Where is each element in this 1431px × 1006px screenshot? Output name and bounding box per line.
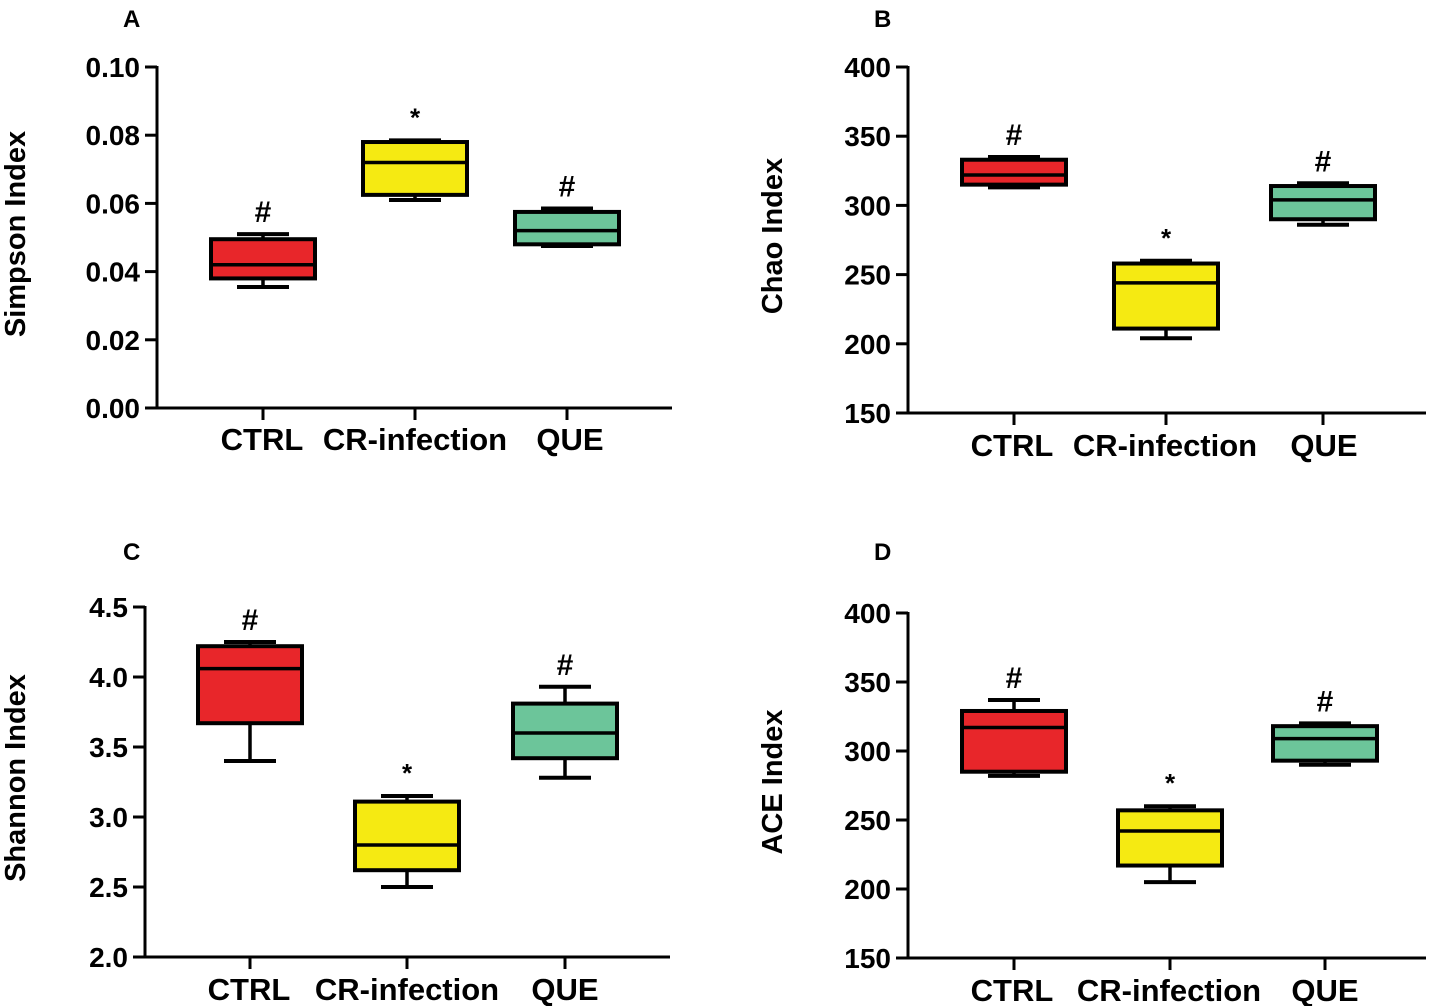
- y-tick-label-c: 3.0: [89, 802, 128, 833]
- x-category-label-b: CR-infection: [1073, 428, 1257, 463]
- box-d-3: [1271, 724, 1379, 763]
- x-category-label-a: CR-infection: [323, 422, 507, 457]
- significance-mark-d: *: [1165, 768, 1176, 798]
- panel-label-b: B: [874, 6, 891, 33]
- box-a-3: [513, 209, 621, 247]
- y-tick-label-c: 4.0: [89, 662, 128, 693]
- y-axis-label-d: ACE Index: [757, 709, 789, 854]
- x-category-label-d: QUE: [1291, 973, 1358, 1006]
- y-axis-label-b: Chao Index: [757, 158, 789, 314]
- box-a-2: [361, 140, 469, 197]
- y-tick-label-a: 0.00: [86, 393, 141, 424]
- significance-mark-b: #: [1315, 145, 1332, 178]
- y-axis-label-c: Shannon Index: [0, 674, 32, 882]
- box-c-1: [196, 644, 304, 726]
- y-axis-label-a: Simpson Index: [0, 131, 32, 337]
- x-category-label-a: QUE: [536, 422, 603, 457]
- y-tick-label-b: 300: [844, 190, 891, 221]
- y-tick-label-c: 2.5: [89, 872, 128, 903]
- y-tick-label-d: 250: [844, 805, 891, 836]
- y-tick-label-a: 0.04: [86, 257, 141, 288]
- box-c-2: [353, 799, 461, 873]
- box-b-1: [960, 157, 1068, 187]
- x-category-label-c: CR-infection: [315, 972, 499, 1006]
- y-tick-label-b: 400: [844, 52, 891, 83]
- y-tick-label-b: 150: [844, 398, 891, 429]
- box-d-1: [960, 708, 1068, 774]
- significance-mark-c: #: [242, 604, 259, 637]
- significance-mark-b: #: [1006, 119, 1023, 152]
- significance-mark-c: #: [557, 649, 574, 682]
- x-category-label-c: QUE: [531, 972, 598, 1006]
- panel-label-c: C: [123, 539, 140, 566]
- y-tick-label-d: 350: [844, 667, 891, 698]
- y-tick-label-c: 2.0: [89, 942, 128, 973]
- y-tick-label-d: 400: [844, 598, 891, 629]
- significance-mark-d: #: [1317, 685, 1334, 718]
- y-tick-label-d: 300: [844, 736, 891, 767]
- y-tick-label-c: 4.5: [89, 592, 128, 623]
- y-tick-label-d: 200: [844, 874, 891, 905]
- y-tick-label-a: 0.10: [86, 52, 141, 83]
- x-category-label-d: CTRL: [971, 973, 1054, 1006]
- significance-mark-c: *: [402, 758, 413, 788]
- panel-label-a: A: [123, 6, 140, 33]
- significance-mark-d: #: [1006, 662, 1023, 695]
- x-category-label-a: CTRL: [221, 422, 304, 457]
- y-tick-label-b: 250: [844, 260, 891, 291]
- significance-mark-a: *: [410, 102, 421, 132]
- y-tick-label-b: 350: [844, 121, 891, 152]
- significance-mark-a: #: [559, 171, 576, 204]
- box-b-3: [1269, 184, 1377, 222]
- y-tick-label-c: 3.5: [89, 732, 128, 763]
- x-category-label-d: CR-infection: [1077, 973, 1261, 1006]
- y-tick-label-d: 150: [844, 943, 891, 974]
- panel-label-d: D: [874, 539, 891, 566]
- y-tick-label-b: 200: [844, 329, 891, 360]
- box-d-2: [1116, 808, 1224, 868]
- significance-mark-a: #: [255, 196, 272, 229]
- y-tick-label-a: 0.02: [86, 325, 141, 356]
- significance-mark-b: *: [1161, 223, 1172, 253]
- box-b-2: [1112, 261, 1220, 331]
- box-c-3: [511, 701, 619, 761]
- y-tick-label-a: 0.08: [86, 120, 141, 151]
- x-category-label-c: CTRL: [208, 972, 291, 1006]
- box-a-1: [209, 237, 317, 281]
- y-tick-label-a: 0.06: [86, 188, 141, 219]
- x-category-label-b: CTRL: [971, 428, 1054, 463]
- x-category-label-b: QUE: [1290, 428, 1357, 463]
